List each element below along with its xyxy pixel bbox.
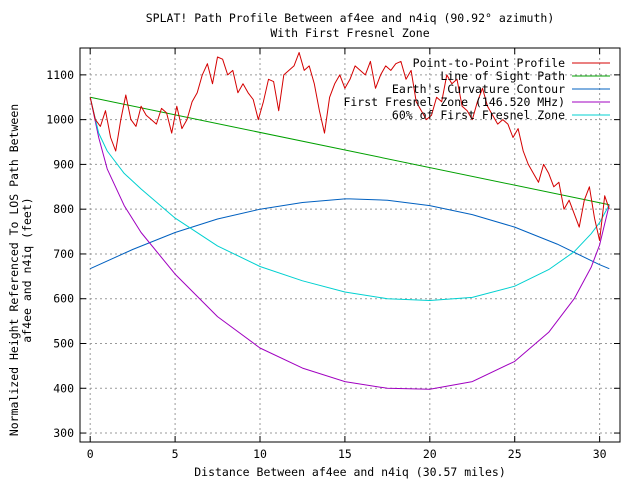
chart-title: SPLAT! Path Profile Between af4ee and n4… [146, 11, 555, 25]
x-tick-label: 5 [172, 447, 179, 461]
x-tick-label: 15 [338, 447, 352, 461]
grid [80, 48, 620, 442]
y-tick-label: 700 [53, 247, 74, 261]
chart-subtitle: With First Fresnel Zone [270, 26, 429, 40]
y-tick-label: 1100 [46, 68, 74, 82]
y-tick-label: 800 [53, 202, 74, 216]
y-tick-label: 400 [53, 381, 74, 395]
series-line-profile [89, 52, 610, 241]
y-tick-label: 300 [53, 426, 74, 440]
legend-label: First Fresnel Zone (146.520 MHz) [343, 95, 565, 109]
y-axis-label-line-2: af4ee and n4iq (feet) [20, 197, 34, 342]
x-tick-label: 20 [423, 447, 437, 461]
x-tick-label: 25 [508, 447, 522, 461]
series-line-fresnel60 [89, 97, 610, 301]
legend-label: Point-to-Point Profile [413, 56, 565, 70]
legend-label: Earth's Curvature Contour [392, 82, 565, 96]
x-tick-label: 30 [593, 447, 607, 461]
y-tick-label: 600 [53, 292, 74, 306]
x-tick-label: 0 [87, 447, 94, 461]
axis-ticks: 0 5 10 15 20 25 30 300 400 500 600 700 800 900 1000 110… [46, 48, 620, 461]
y-tick-label: 500 [53, 337, 74, 351]
series-line-fresnel [89, 97, 610, 390]
y-tick-label: 900 [53, 157, 74, 171]
legend-label: 60% of First Fresnel Zone [392, 108, 565, 122]
y-axis-label-line-1: Normalized Height Referenced To LOS Path… [7, 104, 21, 436]
x-tick-label: 10 [253, 447, 267, 461]
y-tick-label: 1000 [46, 113, 74, 127]
y-axis-label-group: Normalized Height Referenced To LOS Path… [7, 104, 34, 436]
series-line-los [90, 96, 610, 206]
series-line-curvature [89, 198, 610, 270]
plot-area-border [79, 47, 621, 443]
x-axis-label: Distance Between af4ee and n4iq (30.57 m… [194, 465, 506, 479]
series-group [89, 52, 610, 390]
legend-label: Line of Sight Path [440, 69, 565, 83]
